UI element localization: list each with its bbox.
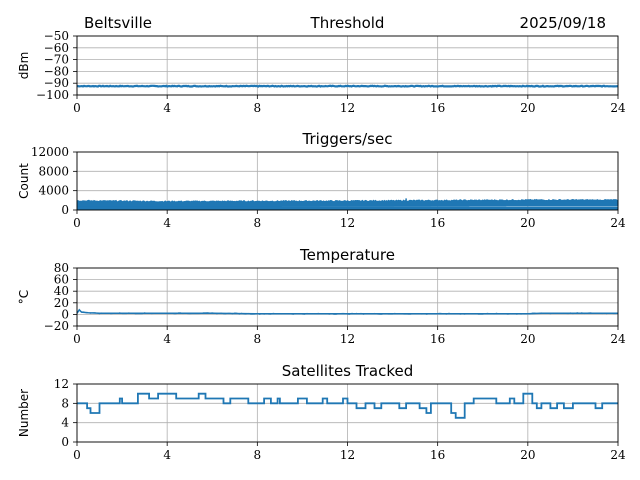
x-tick-label: 12 <box>340 332 355 346</box>
panel-title: Threshold <box>310 14 385 32</box>
panel-4: Satellites Tracked Number 0 4 8 12 16 20 24 12 8 4 0 <box>17 362 626 462</box>
x-tick-label: 8 <box>254 101 262 115</box>
series-satellites-line <box>77 392 618 419</box>
y-tick-label: 20 <box>54 296 69 310</box>
panel-1: Threshold dBm 0 4 8 12 16 20 24 −50−60−70−80−90−1… <box>17 14 626 115</box>
y-tick-label: −80 <box>44 64 69 78</box>
x-tick-label: 20 <box>520 101 535 115</box>
y-tick-label: 0 <box>61 435 69 449</box>
x-tick-label: 24 <box>610 448 626 462</box>
x-tick-label: 12 <box>340 216 355 230</box>
x-tick-label: 8 <box>254 332 262 346</box>
y-tick-label: −70 <box>44 53 69 67</box>
y-axis-label: Count <box>17 163 31 199</box>
y-tick-label: 4 <box>61 416 69 430</box>
x-tick-label: 20 <box>520 448 535 462</box>
x-tick-label: 4 <box>163 216 171 230</box>
x-tick-label: 8 <box>254 448 262 462</box>
y-tick-label: 60 <box>54 273 69 287</box>
panel-title: Temperature <box>299 246 395 264</box>
y-axis-label: Number <box>17 389 31 437</box>
y-tick-label: −60 <box>44 41 69 55</box>
location-label: Beltsville <box>84 14 152 32</box>
y-tick-label: −90 <box>44 76 69 90</box>
panel-title: Satellites Tracked <box>282 362 413 380</box>
axes-frame <box>76 267 619 327</box>
y-axis-label: °C <box>17 290 31 304</box>
x-tick-label: 20 <box>520 216 535 230</box>
x-tick-label: 0 <box>73 332 81 346</box>
x-tick-label: 0 <box>73 448 81 462</box>
x-tick-label: 24 <box>610 332 626 346</box>
series-triggers-base <box>77 206 618 210</box>
x-tick-label: 4 <box>163 332 171 346</box>
axes-frame <box>76 35 619 96</box>
y-tick-label: 0 <box>61 307 69 321</box>
y-tick-label: −20 <box>44 319 69 333</box>
date-label: 2025/09/18 <box>520 14 606 32</box>
y-tick-label: 40 <box>54 284 69 298</box>
x-tick-label: 0 <box>73 101 81 115</box>
x-tick-label: 16 <box>430 101 445 115</box>
y-tick-label: 4000 <box>38 184 69 198</box>
x-tick-label: 24 <box>610 101 626 115</box>
axes-frame <box>76 151 619 211</box>
series-threshold-line <box>76 84 619 88</box>
panel-title: Triggers/sec <box>302 130 393 148</box>
x-tick-label: 16 <box>430 448 445 462</box>
y-tick-label: −50 <box>44 29 69 43</box>
y-tick-label: 0 <box>61 203 69 217</box>
series-temperature-noise <box>76 309 619 315</box>
x-tick-label: 16 <box>430 332 445 346</box>
x-tick-label: 20 <box>520 332 535 346</box>
panel-2: Triggers/sec Count 0 4 8 12 16 20 24 12000 8000 400… <box>17 130 626 230</box>
x-tick-label: 24 <box>610 216 626 230</box>
y-tick-label: −100 <box>36 88 69 102</box>
y-tick-label: 8000 <box>38 164 69 178</box>
y-tick-label: 8 <box>61 396 69 410</box>
x-tick-label: 12 <box>340 101 355 115</box>
axes-frame <box>76 383 619 443</box>
y-axis-label: dBm <box>17 52 31 80</box>
y-tick-label: 80 <box>54 261 69 275</box>
x-tick-label: 8 <box>254 216 262 230</box>
y-tick-label: 12000 <box>31 145 69 159</box>
panels: Threshold dBm 0 4 8 12 16 20 24 −50−60−70−80−90−1… <box>17 14 626 462</box>
x-tick-label: 4 <box>163 448 171 462</box>
x-tick-label: 0 <box>73 216 81 230</box>
x-tick-label: 12 <box>340 448 355 462</box>
x-tick-label: 4 <box>163 101 171 115</box>
y-tick-label: 12 <box>54 377 69 391</box>
x-tick-label: 16 <box>430 216 445 230</box>
